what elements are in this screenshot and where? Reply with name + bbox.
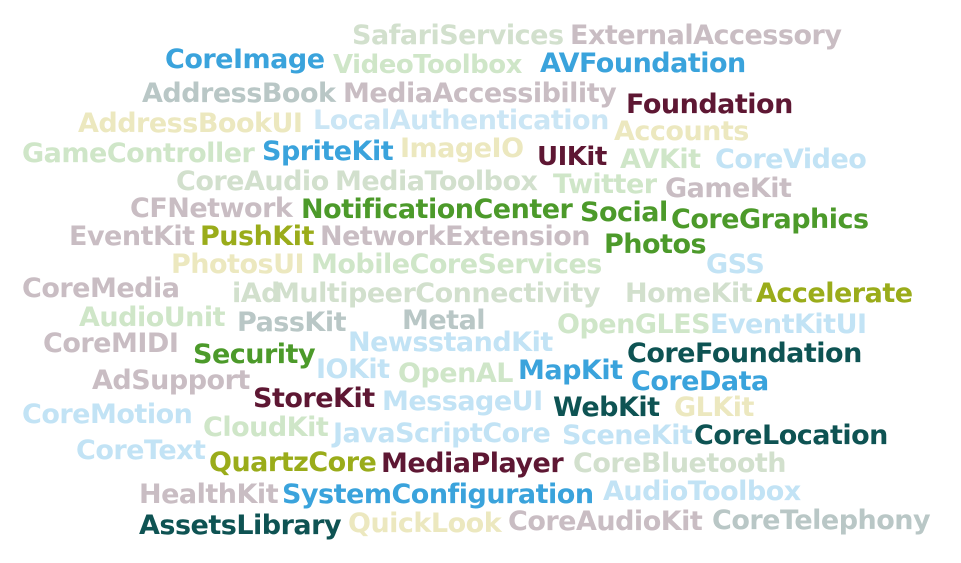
word-pushkit: PushKit [200,221,314,252]
word-eventkit: EventKit [69,221,195,252]
word-coreaudiokit: CoreAudioKit [508,506,703,537]
word-audiounit: AudioUnit [79,302,226,333]
word-mediatoolbox: MediaToolbox [335,166,538,197]
word-photos: Photos [604,229,707,260]
word-coremidi: CoreMIDI [43,328,179,359]
word-cloudkit: CloudKit [203,412,329,443]
word-cfnetwork: CFNetwork [130,193,293,224]
word-mediaaccessibility: MediaAccessibility [343,78,617,109]
word-uikit: UIKit [537,142,607,172]
word-notificationcenter: NotificationCenter [301,194,573,225]
word-corelocation: CoreLocation [694,420,888,451]
word-newsstandkit: NewsstandKit [348,327,553,358]
word-social: Social [580,197,668,228]
word-eventkitui: EventKitUI [710,309,867,340]
word-videotoolbox: VideoToolbox [333,50,522,80]
word-mediaplayer: MediaPlayer [381,448,564,479]
word-adsupport: AdSupport [92,365,250,396]
word-imageio: ImageIO [400,133,524,164]
word-javascriptcore: JavaScriptCore [333,418,551,449]
word-opengles: OpenGLES [557,309,711,340]
word-coremotion: CoreMotion [22,399,193,430]
word-mapkit: MapKit [518,355,623,386]
word-iad: iAd [232,278,280,309]
word-coreimage: CoreImage [165,44,325,75]
word-avfoundation: AVFoundation [540,48,746,79]
word-accounts: Accounts [614,116,749,147]
word-foundation: Foundation [626,89,793,120]
word-photosui: PhotosUI [171,249,305,280]
word-passkit: PassKit [237,307,347,338]
word-externalaccessory: ExternalAccessory [570,20,842,51]
word-coregraphics: CoreGraphics [671,204,869,235]
word-scenekit: SceneKit [562,420,693,451]
word-multipeerconnectivity: MultipeerConnectivity [273,278,600,309]
word-iokit: IOKit [316,354,390,385]
word-glkit: GLKit [674,392,754,423]
word-networkextension: NetworkExtension [320,221,590,252]
word-coretelephony: CoreTelephony [712,505,931,536]
word-metal: Metal [402,305,486,336]
word-homekit: HomeKit [625,278,753,309]
word-quicklook: QuickLook [348,508,502,539]
word-coredata: CoreData [631,366,769,397]
word-webkit: WebKit [553,392,660,423]
word-corevideo: CoreVideo [715,144,867,175]
word-addressbookui: AddressBookUI [78,108,303,139]
word-coremedia: CoreMedia [22,273,180,304]
word-systemconfiguration: SystemConfiguration [282,479,594,510]
word-corefoundation: CoreFoundation [627,338,862,369]
word-messageui: MessageUI [382,386,543,417]
word-coreaudio: CoreAudio [176,166,329,197]
word-corebluetooth: CoreBluetooth [573,448,787,479]
word-avkit: AVKit [620,144,701,175]
word-spritekit: SpriteKit [262,136,394,167]
word-mobilecoreservices: MobileCoreServices [311,249,602,280]
word-audiotoolbox: AudioToolbox [603,476,801,507]
word-safariservices: SafariServices [352,20,564,51]
word-twitter: Twitter [553,169,657,200]
word-gss: GSS [706,249,765,280]
word-accelerate: Accelerate [756,278,913,309]
word-healthkit: HealthKit [139,479,279,510]
word-quartzcore: QuartzCore [209,447,377,478]
word-gamecontroller: GameController [22,138,255,169]
word-localauthentication: LocalAuthentication [313,105,609,136]
word-storekit: StoreKit [253,383,375,414]
word-assetslibrary: AssetsLibrary [139,510,342,541]
word-addressbook: AddressBook [142,78,336,109]
word-openal: OpenAL [398,358,513,389]
word-security: Security [193,339,316,370]
word-coretext: CoreText [76,435,206,466]
word-gamekit: GameKit [665,173,792,204]
